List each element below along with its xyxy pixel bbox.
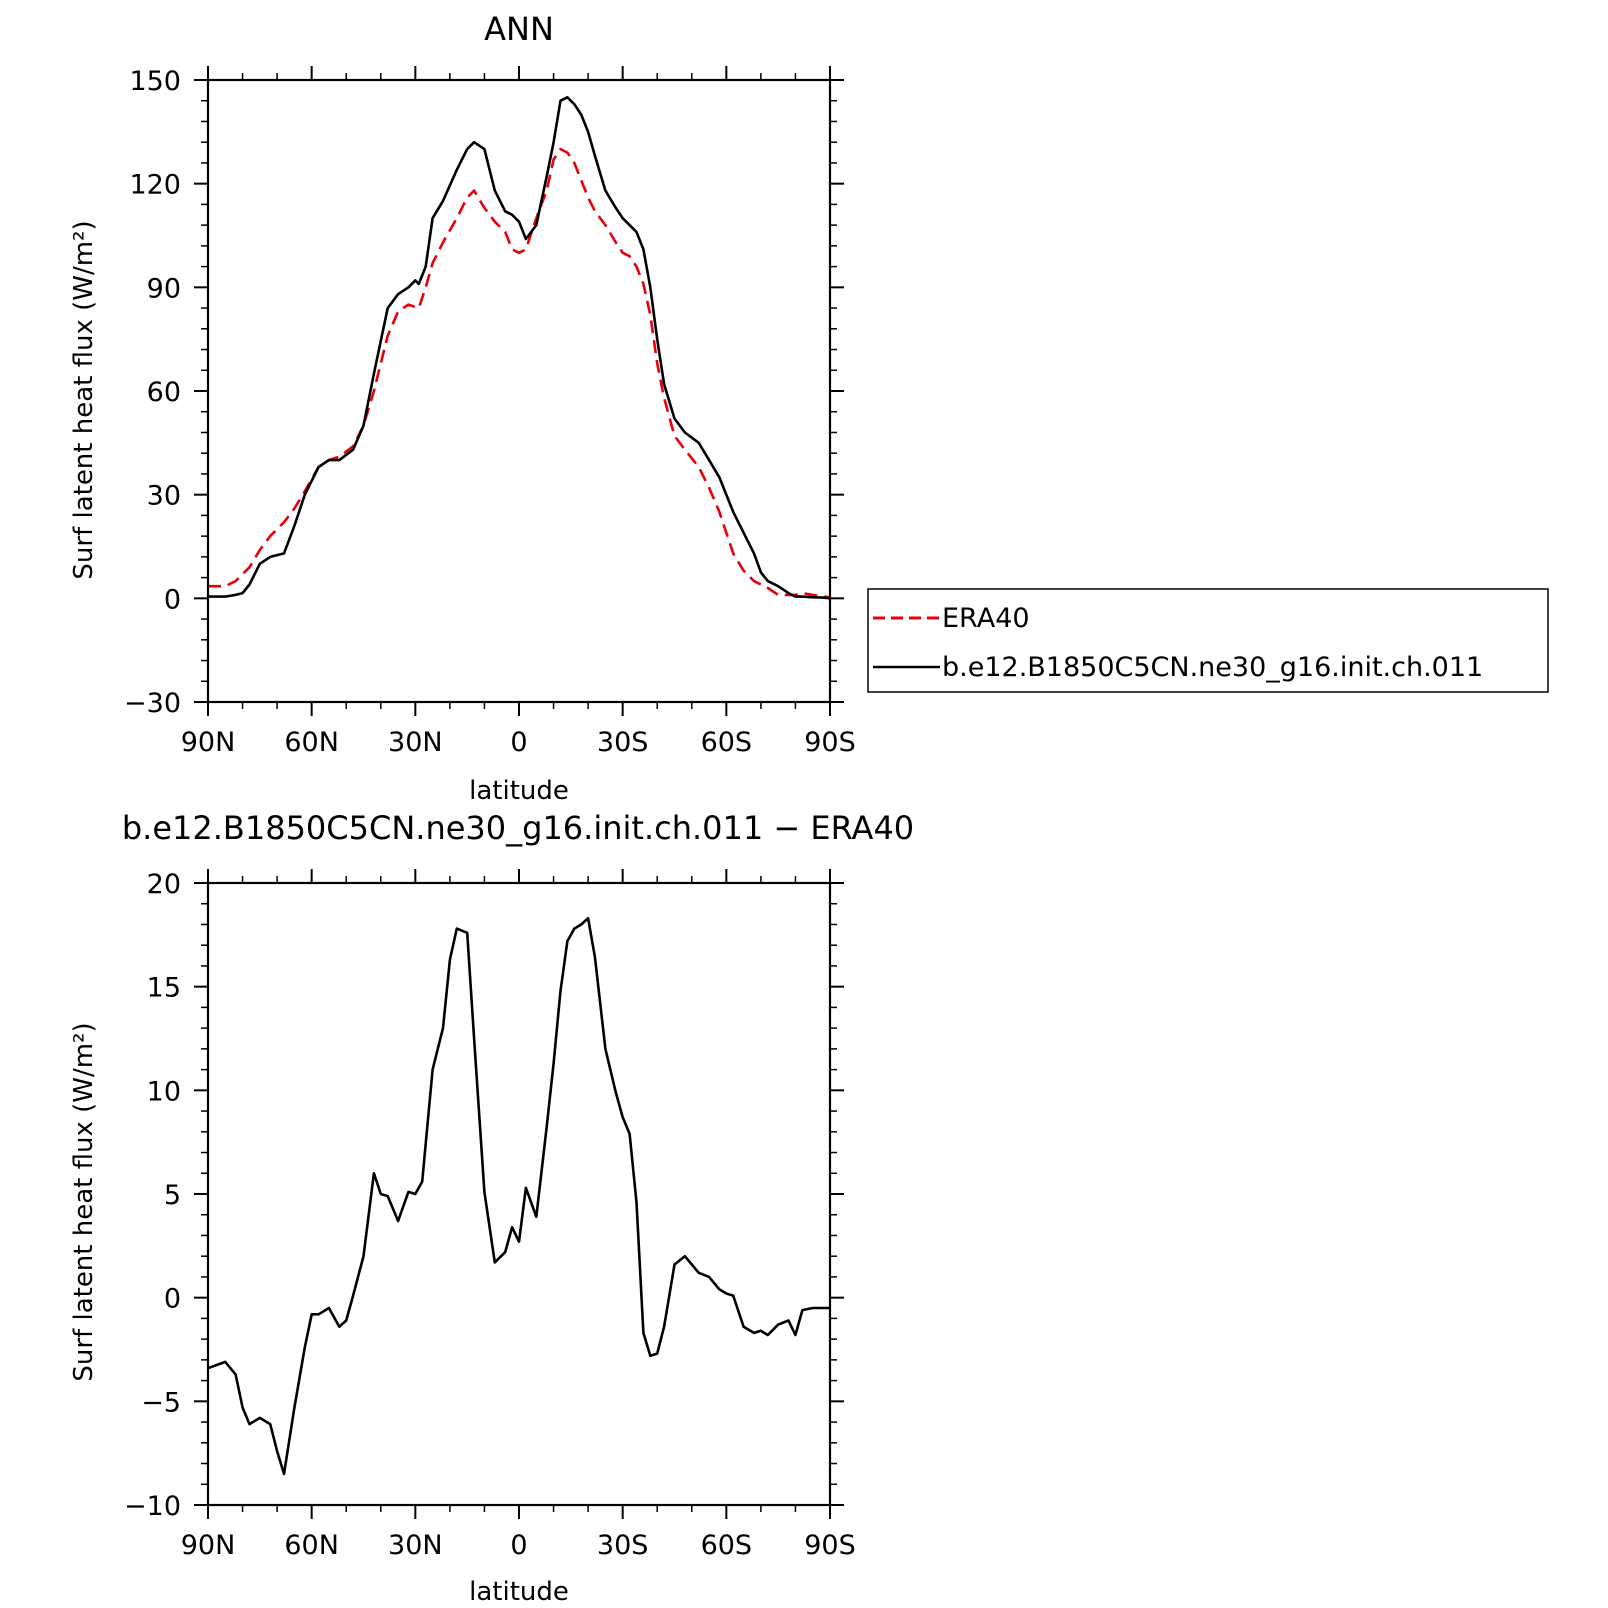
- bottom-y-axis-title: Surf latent heat flux (W/m²): [69, 1022, 99, 1381]
- top-x-tick-label: 30S: [597, 727, 649, 758]
- bottom-x-tick-label: 30S: [597, 1530, 649, 1561]
- bottom-x-tick-label: 30N: [388, 1530, 443, 1561]
- top-y-tick-label: 30: [147, 481, 181, 512]
- bottom-panel: b.e12.B1850C5CN.ne30_g16.init.ch.011 − E…: [69, 809, 914, 1607]
- bottom-y-tick-label: 10: [147, 1076, 181, 1107]
- top-y-axis-title: Surf latent heat flux (W/m²): [69, 220, 99, 579]
- top-y-tick-label: 0: [164, 584, 181, 615]
- bottom-y-tick-label: 0: [164, 1284, 181, 1315]
- legend-label-era40: ERA40: [942, 603, 1030, 634]
- bottom-plot-frame: [206, 881, 832, 1507]
- bottom-x-tick-label: 90S: [804, 1530, 856, 1561]
- bottom-x-tick-label: 90N: [181, 1530, 236, 1561]
- top-y-tick-label: 90: [147, 273, 181, 304]
- bottom-y-tick-label: −10: [124, 1491, 181, 1522]
- top-panel: ANN Surf latent heat flux (W/m²) latitud…: [69, 10, 856, 806]
- top-x-tick-label: 60N: [284, 727, 339, 758]
- bottom-series-line-difference: [207, 916, 830, 1476]
- legend: ERA40 b.e12.B1850C5CN.ne30_g16.init.ch.0…: [867, 588, 1549, 693]
- top-plot-frame: [206, 78, 832, 704]
- top-chart-title: ANN: [484, 10, 554, 48]
- top-series-line-era40: [208, 147, 831, 599]
- bottom-y-tick-label: 20: [147, 869, 181, 900]
- top-y-tick-label: 60: [147, 377, 181, 408]
- bottom-x-tick-label: 60S: [701, 1530, 753, 1561]
- bottom-x-tick-label: 60N: [284, 1530, 339, 1561]
- bottom-y-tick-label: −5: [141, 1387, 181, 1418]
- top-y-tick-label: 150: [129, 66, 181, 97]
- top-series-line-model: [208, 96, 831, 600]
- top-x-tick-label: 60S: [701, 727, 753, 758]
- bottom-y-tick-label: 15: [147, 973, 181, 1004]
- top-y-tick-label: 120: [129, 170, 181, 201]
- bottom-y-tick-label: 5: [164, 1180, 181, 1211]
- bottom-x-tick-label: 0: [510, 1530, 527, 1561]
- bottom-chart-title: b.e12.B1850C5CN.ne30_g16.init.ch.011 − E…: [122, 809, 914, 847]
- bottom-x-axis-title: latitude: [469, 1577, 569, 1607]
- legend-box: [867, 588, 1549, 693]
- top-x-axis-title: latitude: [469, 776, 569, 806]
- top-x-tick-label: 90S: [804, 727, 856, 758]
- legend-label-model: b.e12.B1850C5CN.ne30_g16.init.ch.011: [942, 652, 1483, 683]
- top-y-tick-label: −30: [124, 688, 181, 719]
- top-x-tick-label: 90N: [181, 727, 236, 758]
- top-x-tick-label: 30N: [388, 727, 443, 758]
- top-x-tick-label: 0: [510, 727, 527, 758]
